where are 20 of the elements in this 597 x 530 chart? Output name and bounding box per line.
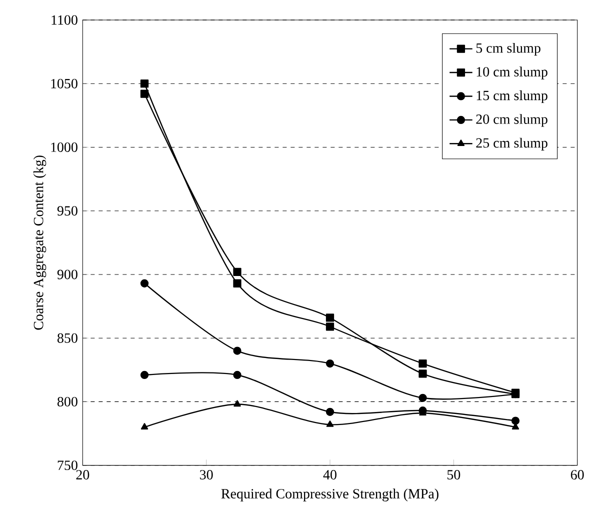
y-tick-label: 750: [58, 460, 78, 470]
y-tick-label: 1050: [51, 78, 78, 88]
legend-label: 15 cm slump: [476, 90, 548, 104]
legend-label: 25 cm slump: [476, 138, 548, 150]
y-tick-label: 1000: [51, 142, 78, 152]
x-tick-label: 60: [570, 470, 584, 480]
y-axis-title: Coarse Aggregate Content (kg): [33, 156, 46, 330]
legend-label: 10 cm slump: [476, 66, 548, 80]
y-tick-label: 900: [57, 270, 78, 280]
x-tick-label: 30: [200, 470, 213, 480]
x-tick-label: 40: [323, 470, 336, 480]
y-tick-label: 800: [57, 396, 78, 406]
x-axis-title: Required Compressive Strength (MPa): [221, 488, 438, 502]
y-tick-label: 850: [57, 333, 78, 343]
y-tick-label: 1100: [52, 15, 78, 25]
legend-label: 5 cm slump: [476, 42, 540, 56]
x-tick-label: 50: [447, 470, 460, 480]
x-tick-label: 20: [76, 470, 90, 480]
y-tick-label: 950: [57, 206, 78, 216]
legend-label: 20 cm slump: [476, 114, 548, 127]
